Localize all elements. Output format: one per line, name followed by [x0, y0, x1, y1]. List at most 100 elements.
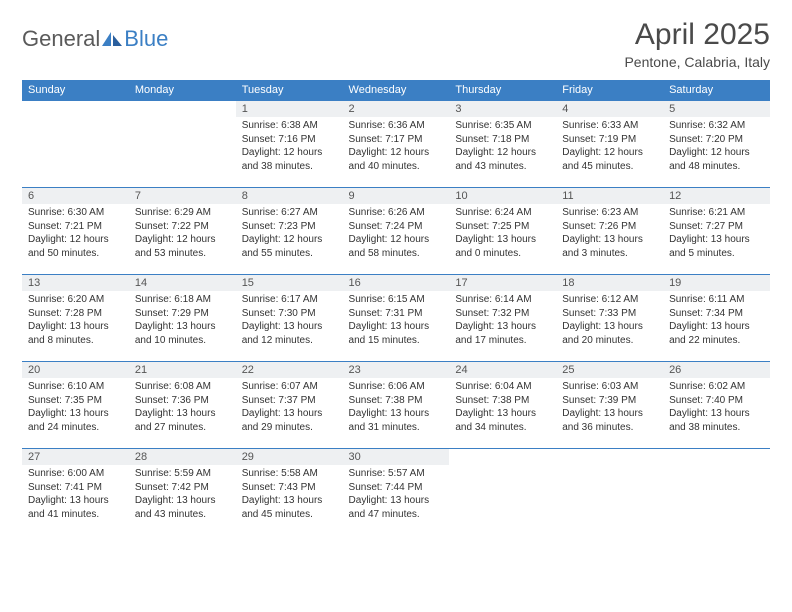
day-line-dl2: and 10 minutes.	[135, 334, 230, 348]
day-line-sunset: Sunset: 7:41 PM	[28, 481, 123, 495]
day-line-dl2: and 45 minutes.	[562, 160, 657, 174]
day-details: Sunrise: 6:27 AMSunset: 7:23 PMDaylight:…	[236, 204, 343, 264]
day-line-dl2: and 0 minutes.	[455, 247, 550, 261]
calendar-day-cell: 6Sunrise: 6:30 AMSunset: 7:21 PMDaylight…	[22, 188, 129, 275]
day-details: Sunrise: 6:20 AMSunset: 7:28 PMDaylight:…	[22, 291, 129, 351]
day-details: Sunrise: 5:57 AMSunset: 7:44 PMDaylight:…	[343, 465, 450, 525]
calendar-day-cell: .....	[449, 449, 556, 536]
calendar-day-cell: .....	[556, 449, 663, 536]
day-number: 6	[22, 188, 129, 204]
day-line-dl1: Daylight: 13 hours	[135, 320, 230, 334]
day-line-sunrise: Sunrise: 6:35 AM	[455, 119, 550, 133]
day-details: Sunrise: 6:30 AMSunset: 7:21 PMDaylight:…	[22, 204, 129, 264]
logo-text-b: Blue	[124, 26, 168, 52]
day-line-sunrise: Sunrise: 6:20 AM	[28, 293, 123, 307]
day-number: 2	[343, 101, 450, 117]
day-line-dl2: and 43 minutes.	[455, 160, 550, 174]
day-line-dl1: Daylight: 13 hours	[669, 407, 764, 421]
calendar-day-cell: .....	[22, 101, 129, 188]
day-line-dl1: Daylight: 13 hours	[242, 494, 337, 508]
day-line-sunset: Sunset: 7:42 PM	[135, 481, 230, 495]
day-line-dl2: and 50 minutes.	[28, 247, 123, 261]
day-line-sunrise: Sunrise: 6:14 AM	[455, 293, 550, 307]
calendar-day-cell: 14Sunrise: 6:18 AMSunset: 7:29 PMDayligh…	[129, 275, 236, 362]
day-line-sunrise: Sunrise: 6:24 AM	[455, 206, 550, 220]
day-line-sunrise: Sunrise: 6:08 AM	[135, 380, 230, 394]
day-number: 20	[22, 362, 129, 378]
day-details: Sunrise: 6:11 AMSunset: 7:34 PMDaylight:…	[663, 291, 770, 351]
day-details: Sunrise: 6:03 AMSunset: 7:39 PMDaylight:…	[556, 378, 663, 438]
calendar-day-cell: 23Sunrise: 6:06 AMSunset: 7:38 PMDayligh…	[343, 362, 450, 449]
day-number: 14	[129, 275, 236, 291]
day-line-sunset: Sunset: 7:38 PM	[349, 394, 444, 408]
day-number: 3	[449, 101, 556, 117]
day-details: Sunrise: 6:29 AMSunset: 7:22 PMDaylight:…	[129, 204, 236, 264]
day-line-sunset: Sunset: 7:19 PM	[562, 133, 657, 147]
day-details: Sunrise: 6:26 AMSunset: 7:24 PMDaylight:…	[343, 204, 450, 264]
calendar-day-cell: 10Sunrise: 6:24 AMSunset: 7:25 PMDayligh…	[449, 188, 556, 275]
calendar-day-cell: 24Sunrise: 6:04 AMSunset: 7:38 PMDayligh…	[449, 362, 556, 449]
day-details: Sunrise: 6:04 AMSunset: 7:38 PMDaylight:…	[449, 378, 556, 438]
day-line-sunset: Sunset: 7:38 PM	[455, 394, 550, 408]
day-details: Sunrise: 6:21 AMSunset: 7:27 PMDaylight:…	[663, 204, 770, 264]
calendar-day-cell: 16Sunrise: 6:15 AMSunset: 7:31 PMDayligh…	[343, 275, 450, 362]
calendar-day-cell: .....	[129, 101, 236, 188]
day-number: 5	[663, 101, 770, 117]
day-line-sunrise: Sunrise: 6:38 AM	[242, 119, 337, 133]
day-line-sunrise: Sunrise: 5:58 AM	[242, 467, 337, 481]
calendar-day-cell: 11Sunrise: 6:23 AMSunset: 7:26 PMDayligh…	[556, 188, 663, 275]
day-line-dl2: and 24 minutes.	[28, 421, 123, 435]
day-line-dl1: Daylight: 13 hours	[28, 494, 123, 508]
calendar-day-cell: .....	[663, 449, 770, 536]
day-line-sunrise: Sunrise: 6:10 AM	[28, 380, 123, 394]
day-details: Sunrise: 6:18 AMSunset: 7:29 PMDaylight:…	[129, 291, 236, 351]
day-line-sunset: Sunset: 7:34 PM	[669, 307, 764, 321]
day-line-sunset: Sunset: 7:31 PM	[349, 307, 444, 321]
day-line-dl2: and 3 minutes.	[562, 247, 657, 261]
calendar-day-cell: 28Sunrise: 5:59 AMSunset: 7:42 PMDayligh…	[129, 449, 236, 536]
day-line-sunset: Sunset: 7:22 PM	[135, 220, 230, 234]
day-line-dl2: and 31 minutes.	[349, 421, 444, 435]
calendar-day-cell: 30Sunrise: 5:57 AMSunset: 7:44 PMDayligh…	[343, 449, 450, 536]
calendar-day-cell: 18Sunrise: 6:12 AMSunset: 7:33 PMDayligh…	[556, 275, 663, 362]
calendar-week-row: 27Sunrise: 6:00 AMSunset: 7:41 PMDayligh…	[22, 449, 770, 536]
calendar-body: ..........1Sunrise: 6:38 AMSunset: 7:16 …	[22, 101, 770, 536]
day-line-sunset: Sunset: 7:39 PM	[562, 394, 657, 408]
day-line-dl1: Daylight: 13 hours	[562, 320, 657, 334]
day-line-sunrise: Sunrise: 6:18 AM	[135, 293, 230, 307]
day-line-sunset: Sunset: 7:28 PM	[28, 307, 123, 321]
day-line-sunrise: Sunrise: 6:02 AM	[669, 380, 764, 394]
calendar-day-cell: 9Sunrise: 6:26 AMSunset: 7:24 PMDaylight…	[343, 188, 450, 275]
weekday-header: Saturday	[663, 80, 770, 101]
day-line-sunset: Sunset: 7:40 PM	[669, 394, 764, 408]
weekday-header: Wednesday	[343, 80, 450, 101]
day-line-sunset: Sunset: 7:35 PM	[28, 394, 123, 408]
day-line-sunset: Sunset: 7:20 PM	[669, 133, 764, 147]
day-line-sunset: Sunset: 7:24 PM	[349, 220, 444, 234]
calendar-week-row: 13Sunrise: 6:20 AMSunset: 7:28 PMDayligh…	[22, 275, 770, 362]
weekday-header: Monday	[129, 80, 236, 101]
day-line-dl1: Daylight: 12 hours	[562, 146, 657, 160]
day-line-sunrise: Sunrise: 6:36 AM	[349, 119, 444, 133]
day-details: Sunrise: 6:08 AMSunset: 7:36 PMDaylight:…	[129, 378, 236, 438]
day-line-sunset: Sunset: 7:25 PM	[455, 220, 550, 234]
day-line-sunrise: Sunrise: 6:00 AM	[28, 467, 123, 481]
day-line-sunrise: Sunrise: 6:04 AM	[455, 380, 550, 394]
day-line-sunrise: Sunrise: 5:59 AM	[135, 467, 230, 481]
day-details: Sunrise: 6:00 AMSunset: 7:41 PMDaylight:…	[22, 465, 129, 525]
day-details: Sunrise: 6:33 AMSunset: 7:19 PMDaylight:…	[556, 117, 663, 177]
day-details: Sunrise: 6:12 AMSunset: 7:33 PMDaylight:…	[556, 291, 663, 351]
day-line-dl2: and 55 minutes.	[242, 247, 337, 261]
day-line-dl2: and 5 minutes.	[669, 247, 764, 261]
day-line-sunset: Sunset: 7:26 PM	[562, 220, 657, 234]
calendar-table: SundayMondayTuesdayWednesdayThursdayFrid…	[22, 80, 770, 535]
day-number: 8	[236, 188, 343, 204]
weekday-header: Thursday	[449, 80, 556, 101]
day-line-sunrise: Sunrise: 6:23 AM	[562, 206, 657, 220]
day-line-dl1: Daylight: 13 hours	[669, 233, 764, 247]
day-line-sunset: Sunset: 7:23 PM	[242, 220, 337, 234]
day-line-dl1: Daylight: 12 hours	[28, 233, 123, 247]
day-number: 26	[663, 362, 770, 378]
day-details: Sunrise: 6:17 AMSunset: 7:30 PMDaylight:…	[236, 291, 343, 351]
day-line-sunset: Sunset: 7:36 PM	[135, 394, 230, 408]
